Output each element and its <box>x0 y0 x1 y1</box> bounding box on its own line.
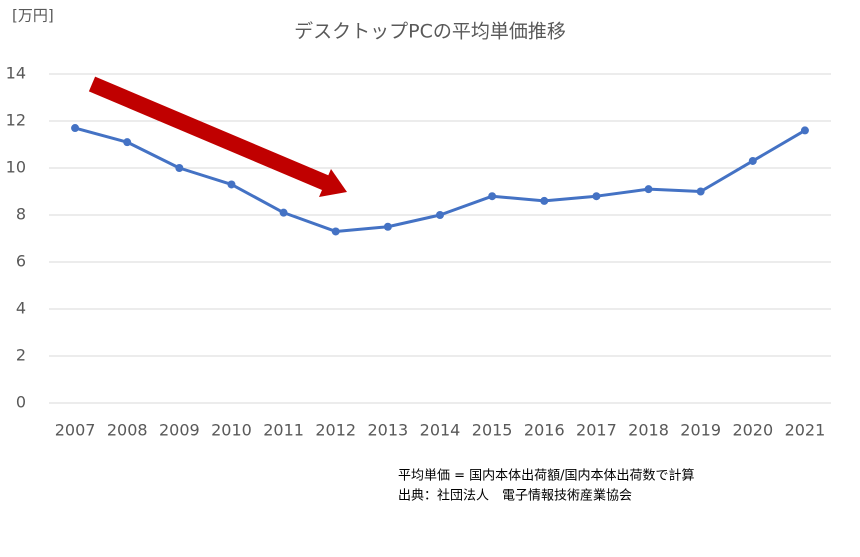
y-tick-label: 10 <box>6 158 26 177</box>
x-tick-label: 2014 <box>420 421 461 440</box>
y-tick-label: 0 <box>16 393 26 412</box>
note: 平均単価 = 国内本体出荷額/国内本体出荷数で計算 <box>398 468 695 484</box>
data-point <box>540 196 549 205</box>
data-point <box>175 164 184 172</box>
x-tick-label: 2016 <box>524 421 565 440</box>
arrow-head <box>319 169 347 197</box>
y-tick-label: 12 <box>6 111 26 130</box>
x-tick-label: 2010 <box>211 421 252 440</box>
data-point <box>488 192 497 201</box>
data-point <box>279 208 288 217</box>
data-point <box>227 180 236 189</box>
x-tick-label: 2012 <box>315 421 356 440</box>
data-point <box>592 192 601 201</box>
x-tick-label: 2011 <box>263 421 304 440</box>
data-point <box>644 185 653 194</box>
y-tick-label: 8 <box>16 205 26 224</box>
arrow-shaft <box>88 76 330 191</box>
x-tick-label: 2007 <box>55 421 96 440</box>
data-point <box>748 156 757 165</box>
y-tick-label: 14 <box>6 64 26 83</box>
y-tick-label: 2 <box>16 346 26 365</box>
x-tick-label: 2013 <box>368 421 409 440</box>
data-point <box>800 126 809 135</box>
y-tick-label: 4 <box>16 299 26 318</box>
data-point <box>331 227 340 236</box>
data-point <box>383 222 392 231</box>
trend-arrow <box>88 76 347 197</box>
unit-label: [万円] <box>12 7 54 25</box>
note: 出典：社団法人 電子情報技術産業協会 <box>398 488 632 504</box>
x-tick-label: 2019 <box>680 421 721 440</box>
x-tick-label: 2021 <box>785 421 826 440</box>
x-tick-label: 2018 <box>628 421 669 440</box>
x-tick-label: 2017 <box>576 421 617 440</box>
x-tick-label: 2020 <box>732 421 773 440</box>
data-point <box>436 211 444 219</box>
x-tick-label: 2009 <box>159 421 200 440</box>
chart-title: デスクトップPCの平均単価推移 <box>294 21 566 43</box>
x-tick-label: 2008 <box>107 421 148 440</box>
data-point <box>696 187 705 196</box>
y-tick-label: 6 <box>16 252 26 271</box>
data-point <box>71 124 80 133</box>
x-tick-label: 2015 <box>472 421 513 440</box>
data-point <box>123 138 132 147</box>
